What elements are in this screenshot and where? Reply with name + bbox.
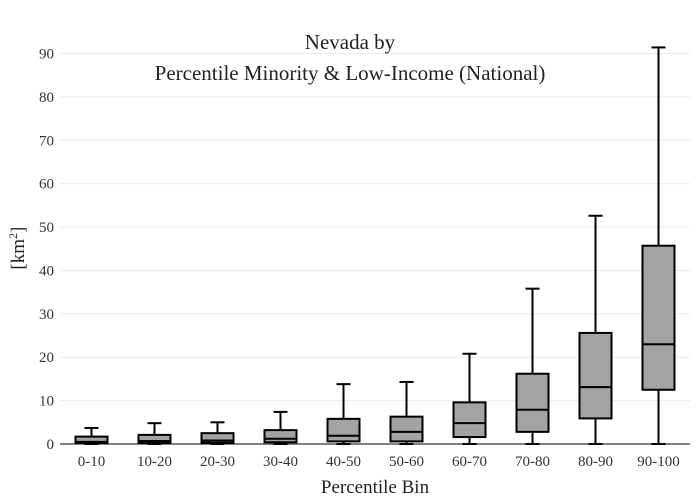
x-tick-label: 70-80 [515,454,550,470]
x-axis-ticks: 0-10 10-20 20-30 30-40 40-50 50-60 60-70 70-80 8… [78,454,680,470]
y-axis-label: [km2] [6,198,30,298]
y-tick-label: 40 [39,263,54,279]
box-40-50 [326,383,361,445]
box-iqr [326,417,361,443]
gridlines [60,53,690,402]
y-axis-label-end: ] [8,226,30,234]
box-30-40 [263,410,298,445]
x-tick-label: 40-50 [326,454,361,470]
box-70-80 [515,287,550,445]
boxes [74,46,676,445]
box-iqr [200,432,235,444]
y-tick-label: 70 [39,133,54,149]
y-tick-label: 90 [39,47,54,63]
x-tick-label: 50-60 [389,454,424,470]
x-tick-label: 0-10 [78,454,106,470]
box-90-100 [641,46,676,445]
x-tick-label: 80-90 [578,454,613,470]
x-tick-label: 10-20 [137,454,172,470]
y-tick-label: 50 [39,220,54,236]
y-axis-label-superscript: 2 [5,233,20,240]
box-iqr [452,401,487,439]
y-tick-label: 20 [39,350,54,366]
y-tick-label: 0 [47,437,55,453]
y-tick-label: 80 [39,90,54,106]
x-axis-label: Percentile Bin [320,477,430,498]
box-iqr [74,435,109,445]
y-axis-ticks: 0 10 20 30 40 50 60 70 80 90 [39,47,54,454]
y-axis-label-base: [km [8,239,30,270]
box-20-30 [200,421,235,445]
box-iqr [389,415,424,443]
box-0-10 [74,426,109,445]
box-50-60 [389,380,424,445]
box-60-70 [452,352,487,445]
box-iqr [263,429,298,444]
box-iqr [578,331,613,420]
box-10-20 [137,422,172,445]
y-tick-label: 60 [39,177,54,193]
x-tick-label: 60-70 [452,454,487,470]
box-80-90 [578,214,613,445]
box-iqr [641,244,676,391]
box-iqr [515,372,550,433]
box-iqr [137,433,172,444]
x-tick-label: 20-30 [200,454,235,470]
chart-title-line-2: Percentile Minority & Low-Income (Nation… [154,61,546,85]
x-tick-label: 30-40 [263,454,298,470]
chart-title-line-1: Nevada by [304,30,396,54]
y-tick-label: 10 [39,394,54,410]
x-tick-label: 90-100 [637,454,680,470]
y-tick-label: 30 [39,307,54,323]
